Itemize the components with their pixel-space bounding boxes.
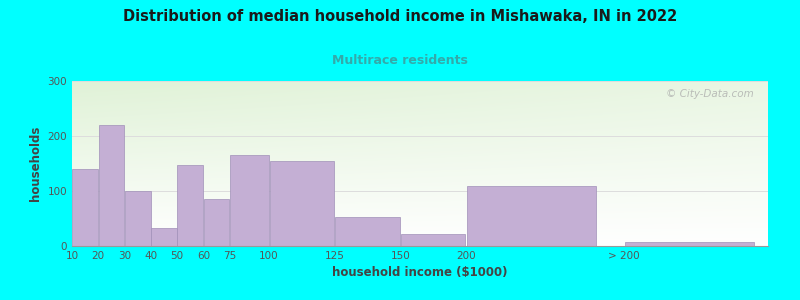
Text: © City-Data.com: © City-Data.com	[666, 89, 754, 99]
Bar	[467, 185, 596, 246]
Text: Distribution of median household income in Mishawaka, IN in 2022: Distribution of median household income …	[123, 9, 677, 24]
Bar	[151, 228, 177, 246]
Bar	[98, 125, 124, 246]
Bar	[203, 199, 230, 246]
X-axis label: household income ($1000): household income ($1000)	[332, 266, 508, 279]
Bar	[230, 155, 269, 246]
Bar	[72, 169, 98, 246]
Bar	[270, 161, 334, 246]
Bar	[125, 191, 150, 246]
Text: Multirace residents: Multirace residents	[332, 54, 468, 67]
Bar	[625, 242, 754, 246]
Bar	[178, 165, 203, 246]
Bar	[401, 234, 466, 246]
Y-axis label: households: households	[29, 126, 42, 201]
Bar	[335, 218, 400, 246]
